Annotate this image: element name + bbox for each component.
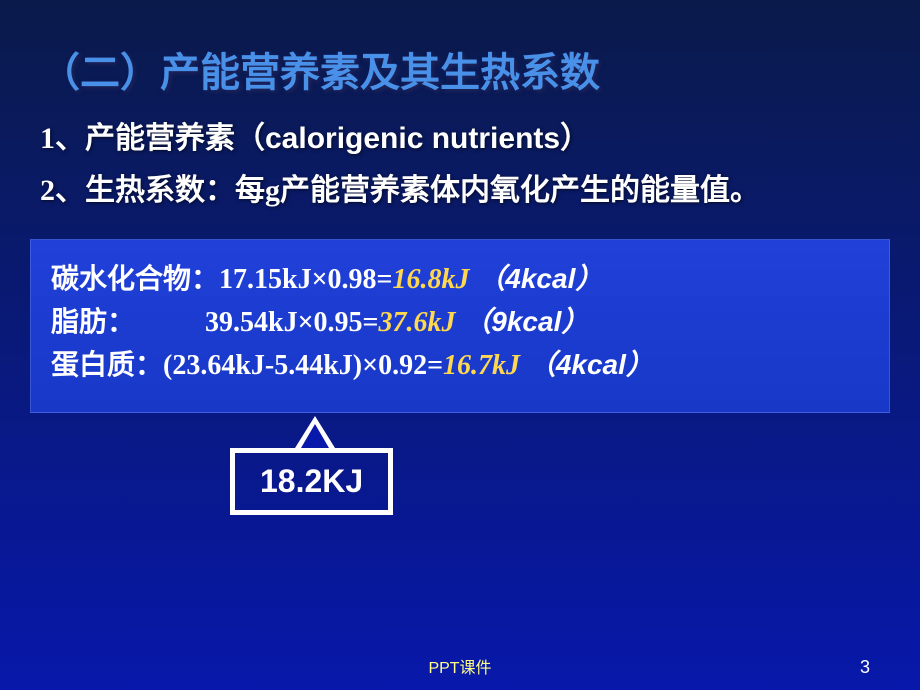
fat-spacing [135, 307, 205, 338]
slide-title: （二）产能营养素及其生热系数 [40, 40, 890, 98]
page-number: 3 [860, 657, 870, 678]
fat-kcal: （9kcal） [456, 306, 590, 337]
footer-label: PPT课件 [428, 654, 491, 678]
protein-kcal: （4kcal） [520, 349, 654, 380]
callout-text: 18.2KJ [260, 463, 363, 499]
carb-result: 16.8kJ [393, 264, 470, 295]
carb-label: 碳水化合物： [51, 264, 219, 295]
protein-label: 蛋白质： [51, 350, 163, 381]
sub1-suffix: ） [560, 122, 590, 155]
protein-formula: (23.64kJ-5.44kJ)×0.92= [163, 350, 443, 381]
callout-arrow-inner-icon [301, 424, 329, 448]
subtitle-1: 1、产能营养素（calorigenic nutrients） [40, 113, 890, 157]
fat-formula: 39.54kJ×0.95= [205, 307, 378, 338]
fat-label: 脂肪： [51, 307, 135, 338]
subtitle-2: 2、生热系数：每g产能营养素体内氧化产生的能量值。 [40, 165, 890, 209]
callout-box: 18.2KJ [230, 448, 393, 515]
calc-protein: 蛋白质：(23.64kJ-5.44kJ)×0.92=16.7kJ （4kcal） [51, 344, 869, 387]
callout-container: 18.2KJ [230, 448, 410, 515]
sub1-english: calorigenic nutrients [265, 122, 560, 155]
sub1-prefix: 1、产能营养素（ [40, 122, 265, 155]
protein-result: 16.7kJ [443, 350, 520, 381]
calc-fat: 脂肪： 39.54kJ×0.95=37.6kJ （9kcal） [51, 301, 869, 344]
sub2-text: 2、生热系数：每g产能营养素体内氧化产生的能量值。 [40, 174, 760, 207]
slide-content: （二）产能营养素及其生热系数 1、产能营养素（calorigenic nutri… [0, 0, 920, 690]
carb-kcal: （4kcal） [470, 263, 604, 294]
title-text: （二）产能营养素及其生热系数 [40, 51, 600, 95]
calculations-box: 碳水化合物：17.15kJ×0.98=16.8kJ （4kcal） 脂肪： 39… [30, 239, 890, 413]
fat-result: 37.6kJ [379, 307, 456, 338]
carb-formula: 17.15kJ×0.98= [219, 264, 392, 295]
calc-carb: 碳水化合物：17.15kJ×0.98=16.8kJ （4kcal） [51, 258, 869, 301]
